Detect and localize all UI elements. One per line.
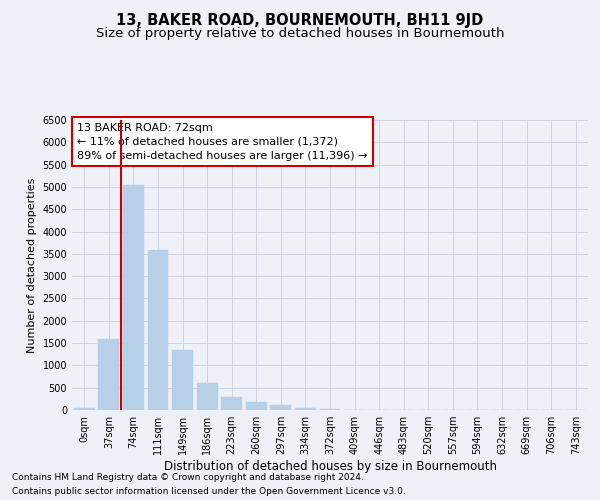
- Bar: [98, 338, 119, 410]
- Bar: [295, 408, 316, 410]
- Text: Contains HM Land Registry data © Crown copyright and database right 2024.: Contains HM Land Registry data © Crown c…: [12, 472, 364, 482]
- Bar: [246, 402, 267, 410]
- Bar: [74, 408, 95, 410]
- Text: Contains public sector information licensed under the Open Government Licence v3: Contains public sector information licen…: [12, 488, 406, 496]
- Text: 13, BAKER ROAD, BOURNEMOUTH, BH11 9JD: 13, BAKER ROAD, BOURNEMOUTH, BH11 9JD: [116, 12, 484, 28]
- Bar: [271, 405, 292, 410]
- Text: Size of property relative to detached houses in Bournemouth: Size of property relative to detached ho…: [96, 28, 504, 40]
- Bar: [320, 408, 340, 410]
- Bar: [123, 184, 144, 410]
- Bar: [221, 397, 242, 410]
- Bar: [148, 250, 169, 410]
- Y-axis label: Number of detached properties: Number of detached properties: [27, 178, 37, 352]
- Bar: [197, 383, 218, 410]
- Bar: [172, 350, 193, 410]
- Text: 13 BAKER ROAD: 72sqm
← 11% of detached houses are smaller (1,372)
89% of semi-de: 13 BAKER ROAD: 72sqm ← 11% of detached h…: [77, 123, 368, 161]
- X-axis label: Distribution of detached houses by size in Bournemouth: Distribution of detached houses by size …: [163, 460, 497, 473]
